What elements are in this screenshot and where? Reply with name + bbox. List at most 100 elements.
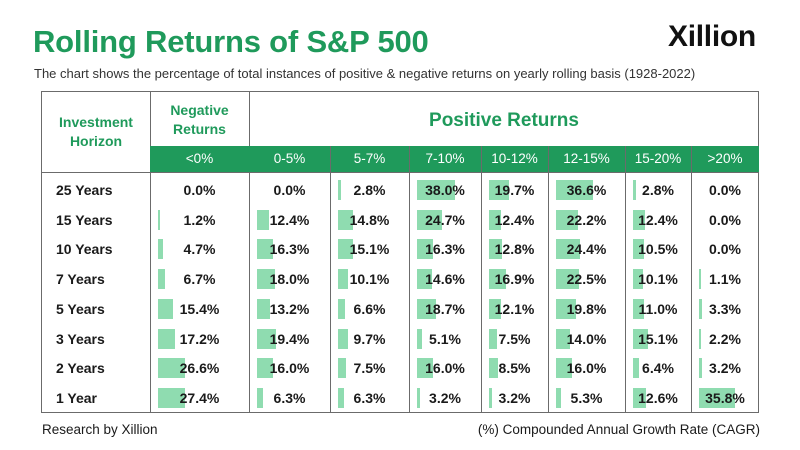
value-label: 35.8%: [705, 389, 745, 406]
value-label: 12.8%: [494, 241, 535, 258]
value-bar: [257, 298, 271, 319]
value-label: 6.4%: [642, 360, 674, 377]
value-label: 1.2%: [183, 211, 216, 228]
value-bar: [158, 298, 174, 319]
value-bar: [633, 209, 646, 230]
column-header-5: 12-15%: [563, 151, 610, 166]
row-label: 15 Years: [56, 211, 113, 228]
column-divider: [409, 146, 410, 412]
value-bar: [417, 180, 455, 200]
value-label: 17.2%: [179, 330, 220, 347]
value-label: 12.4%: [494, 211, 535, 228]
value-bar: [489, 328, 497, 349]
cagr-note: (%) Compounded Annual Growth Rate (CAGR): [477, 422, 760, 437]
value-bar: [489, 387, 493, 408]
value-bar: [699, 269, 701, 290]
value-bar: [257, 387, 264, 408]
value-label: 6.3%: [273, 389, 306, 406]
value-bar: [158, 358, 185, 379]
value-label: 11.0%: [638, 300, 678, 317]
value-label: 14.6%: [425, 271, 465, 288]
value-label: 8.5%: [498, 360, 531, 377]
value-label: 15.4%: [179, 300, 220, 317]
value-bar: [556, 328, 570, 349]
value-bar: [633, 269, 644, 290]
value-label: 10.5%: [638, 241, 678, 258]
value-label: 2.2%: [709, 330, 741, 347]
research-credit: Research by Xillion: [42, 422, 158, 437]
column-divider: [249, 92, 250, 412]
returns-table: Investment Horizon Negative Returns Posi…: [41, 91, 759, 413]
column-divider: [548, 146, 549, 412]
value-label: 16.9%: [494, 271, 535, 288]
value-label: 22.2%: [566, 211, 607, 228]
value-bar: [338, 328, 348, 349]
value-label: 7.5%: [353, 360, 386, 377]
value-label: 13.2%: [269, 300, 310, 317]
value-bar: [158, 269, 165, 290]
value-label: 24.7%: [425, 211, 465, 228]
value-label: 12.4%: [269, 211, 310, 228]
value-label: 10.1%: [349, 271, 390, 288]
value-bar: [489, 358, 498, 379]
value-label: 4.7%: [183, 241, 216, 258]
brand-logo: Xillion: [668, 20, 756, 53]
value-bar: [257, 358, 273, 379]
row-label: 10 Years: [56, 241, 113, 258]
value-label: 15.1%: [349, 241, 390, 258]
value-bar: [699, 387, 735, 408]
header-separator: [42, 172, 758, 173]
value-bar: [556, 180, 593, 200]
value-bar: [699, 328, 702, 349]
value-bar: [417, 269, 432, 290]
value-label: 3.2%: [498, 389, 531, 406]
value-bar: [338, 269, 349, 290]
value-label: 10.1%: [638, 271, 678, 288]
value-bar: [257, 209, 270, 230]
value-label: 38.0%: [425, 182, 465, 198]
column-header-2: 5-7%: [353, 151, 386, 166]
value-label: 16.3%: [269, 241, 310, 258]
value-bar: [257, 239, 274, 260]
column-divider: [481, 146, 482, 412]
value-bar: [633, 328, 649, 349]
column-divider: [691, 146, 692, 412]
value-bar: [257, 328, 277, 349]
row-header-label: Investment Horizon: [59, 114, 133, 149]
value-bar: [489, 209, 502, 230]
value-label: 5.3%: [570, 389, 603, 406]
value-label: 19.7%: [494, 182, 535, 198]
column-header-0: <0%: [185, 151, 214, 166]
value-label: 27.4%: [179, 389, 220, 406]
row-label: 3 Years: [56, 330, 105, 347]
value-label: 12.6%: [638, 389, 678, 406]
value-bar: [556, 298, 576, 319]
column-header-3: 7-10%: [425, 151, 465, 166]
negative-returns-header: Negative Returns: [170, 102, 229, 137]
value-label: 0.0%: [273, 182, 306, 198]
value-bar: [489, 269, 506, 290]
value-bar: [417, 298, 436, 319]
value-label: 0.0%: [709, 241, 741, 258]
column-header-6: 15-20%: [634, 151, 682, 166]
value-label: 15.1%: [638, 330, 678, 347]
value-bar: [338, 180, 341, 200]
value-label: 1.1%: [709, 271, 741, 288]
value-bar: [417, 328, 423, 349]
value-label: 3.2%: [429, 389, 461, 406]
value-bar: [338, 358, 346, 379]
value-label: 6.3%: [353, 389, 386, 406]
value-label: 3.3%: [709, 300, 741, 317]
value-label: 14.8%: [349, 211, 390, 228]
column-divider: [625, 146, 626, 412]
row-label: 25 Years: [56, 182, 113, 198]
value-bar: [633, 298, 644, 319]
value-bar: [158, 387, 186, 408]
value-bar: [158, 328, 176, 349]
value-bar: [417, 358, 433, 379]
value-bar: [489, 180, 509, 200]
value-label: 18.0%: [269, 271, 310, 288]
value-label: 26.6%: [179, 360, 220, 377]
row-label: 2 Years: [56, 360, 105, 377]
value-label: 12.1%: [494, 300, 535, 317]
